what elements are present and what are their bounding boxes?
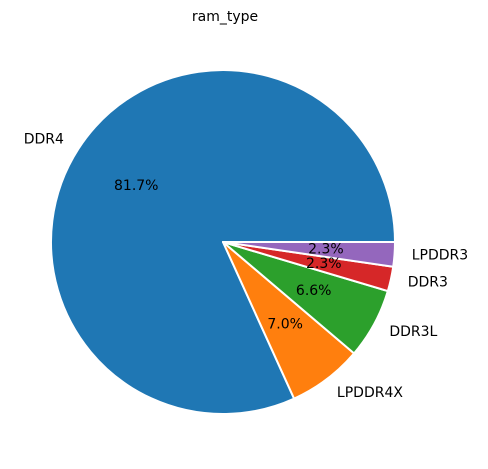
chart-title: ram_type (192, 9, 258, 25)
slice-label-ddr4: DDR4 (24, 132, 64, 148)
pie-slices (50, 69, 396, 415)
pie-labels: DDR4 81.7% LPDDR4X 7.0% DDR3L 6.6% DDR3 2.3% LPD… (24, 132, 468, 402)
slice-label-ddr3l: DDR3L (389, 324, 437, 340)
slice-percent-ddr4: 81.7% (114, 178, 158, 194)
slice-percent-ddr3: 2.3% (306, 256, 342, 272)
pie-slice-lpddr3 (222, 241, 396, 268)
slice-percent-ddr3l: 6.6% (296, 283, 332, 299)
slice-percent-lpddr3: 2.3% (308, 241, 344, 257)
slice-label-lpddr4x: LPDDR4X (337, 385, 403, 401)
slice-label-ddr3: DDR3 (408, 275, 448, 291)
slice-percent-lpddr4x: 7.0% (267, 316, 303, 332)
slice-label-lpddr3: LPDDR3 (412, 248, 468, 264)
